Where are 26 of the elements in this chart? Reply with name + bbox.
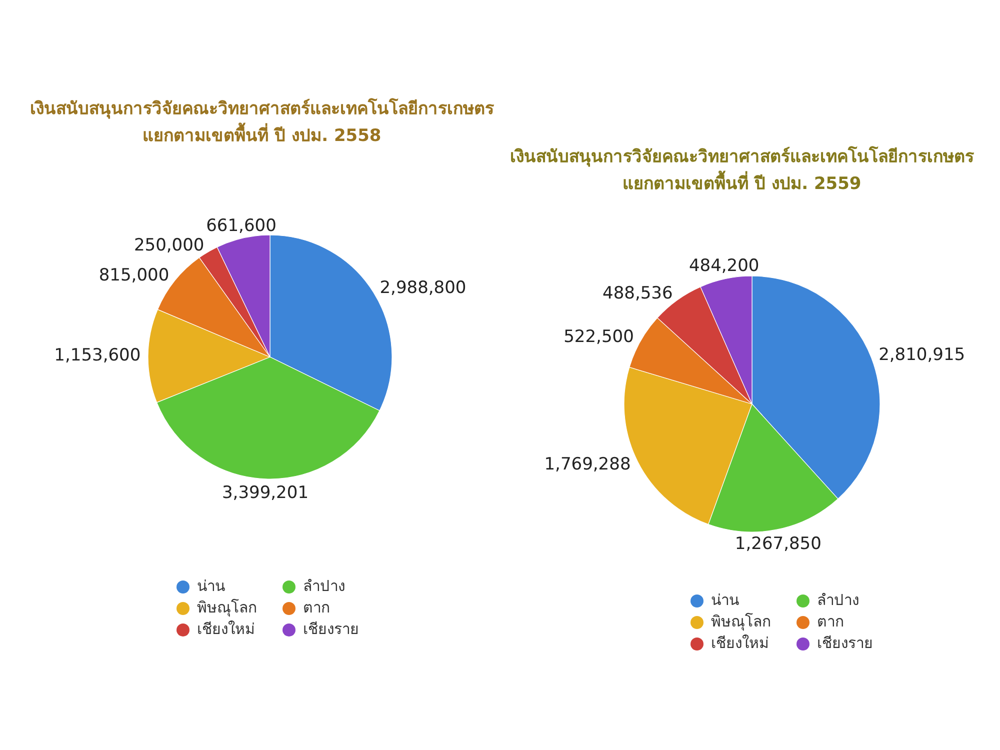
legend-label: ตาก	[303, 598, 330, 617]
legend-label: ตาก	[817, 612, 844, 631]
legend-label: ลำปาง	[817, 591, 859, 610]
data-label: 661,600	[206, 216, 276, 236]
data-label: 2,988,800	[380, 278, 466, 298]
data-label: 1,153,600	[54, 345, 141, 366]
legend-label: เชียงราย	[817, 634, 873, 652]
data-label: 488,536	[602, 283, 673, 304]
legend-label: เชียงราย	[303, 620, 359, 638]
data-label: 3,399,201	[222, 483, 309, 504]
legend-label: ลำปาง	[303, 577, 345, 596]
data-label: 484,200	[688, 256, 760, 276]
data-label: 815,000	[98, 266, 170, 286]
legend-label: น่าน	[711, 591, 739, 610]
data-label: 1,769,288	[544, 454, 631, 475]
data-label: 522,500	[564, 326, 634, 347]
data-label: 250,000	[134, 235, 204, 256]
legend-label: น่าน	[197, 577, 225, 596]
legend-label: พิษณุโลก	[197, 598, 257, 618]
data-label: 2,810,915	[878, 344, 966, 365]
legend-label: เชียงใหม่	[711, 634, 769, 652]
legend-label: เชียงใหม่	[197, 620, 255, 638]
chart-title: เงินสนับสนุนการวิจัยคณะวิทยาศาสตร์และเทคโนโลยีการเกษตร แยกตามเขตพื้นที่ ปี งปม. 2559	[510, 146, 975, 194]
data-label: 1,267,850	[734, 534, 822, 554]
chart-title: เงินสนับสนุนการวิจัยคณะวิทยาศาสตร์และเทคโนโลยีการเกษตร แยกตามเขตพื้นที่ ปี งปม. 2558	[30, 98, 495, 146]
legend-label: พิษณุโลก	[711, 612, 771, 632]
